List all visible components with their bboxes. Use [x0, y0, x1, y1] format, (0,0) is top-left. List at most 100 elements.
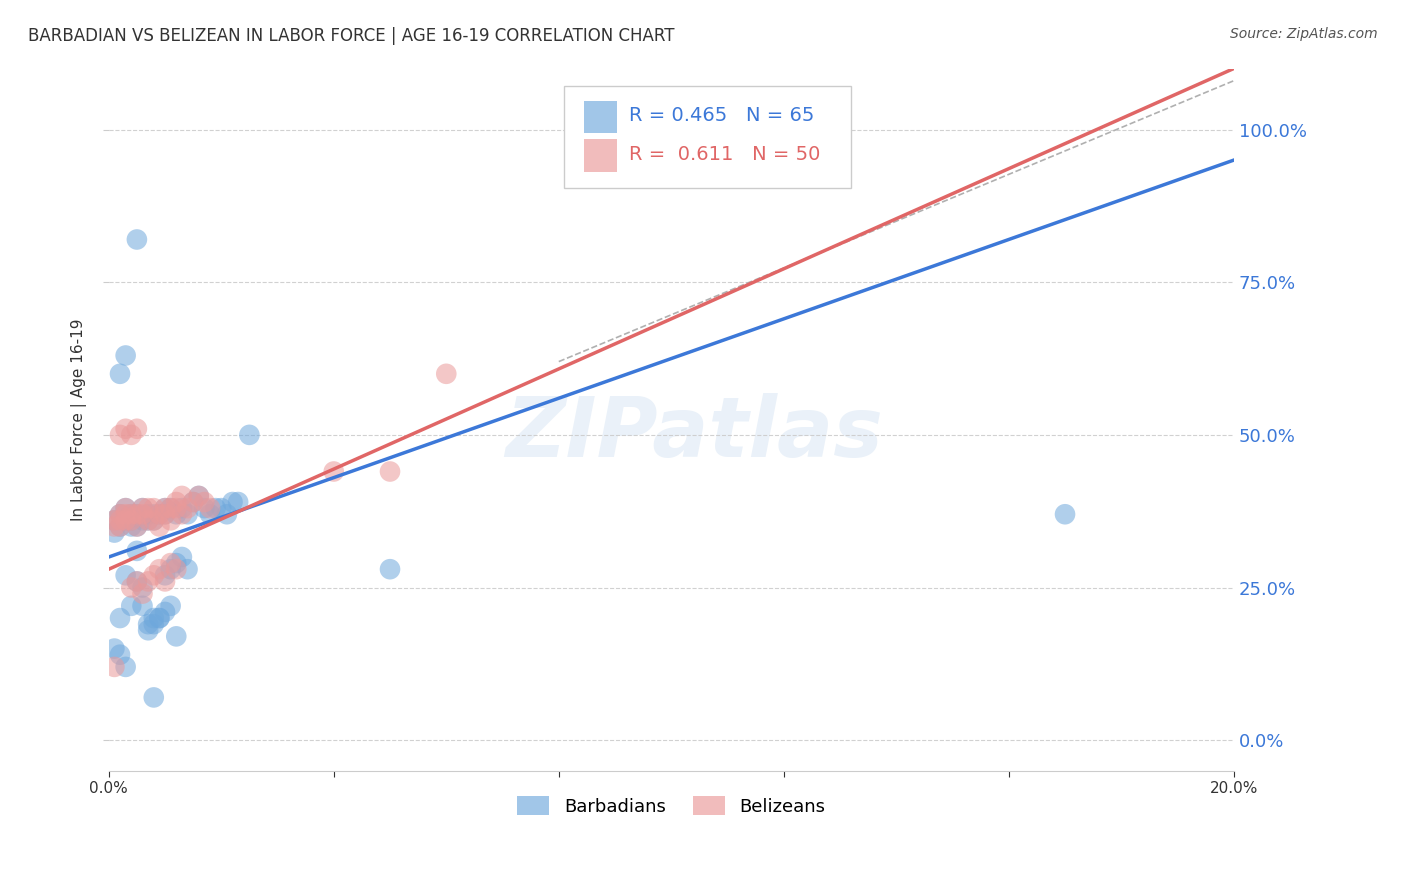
- Point: [108, 508, 131, 522]
- Point: [165, 501, 187, 516]
- FancyBboxPatch shape: [564, 86, 851, 188]
- Bar: [583, 101, 617, 133]
- Point: [136, 508, 159, 522]
- Point: [136, 501, 159, 516]
- Point: [142, 513, 165, 527]
- Point: [165, 508, 187, 522]
- Point: [114, 660, 136, 674]
- Point: [103, 513, 125, 527]
- Point: [114, 508, 136, 522]
- Point: [136, 574, 159, 589]
- Bar: [583, 139, 617, 172]
- Point: [170, 501, 193, 516]
- Point: [153, 574, 176, 589]
- Text: R =  0.611   N = 50: R = 0.611 N = 50: [628, 145, 820, 164]
- Point: [108, 648, 131, 662]
- Point: [142, 513, 165, 527]
- Point: [125, 508, 148, 522]
- Point: [187, 489, 209, 503]
- Point: [170, 489, 193, 503]
- Point: [136, 617, 159, 632]
- Point: [165, 629, 187, 643]
- Point: [193, 501, 215, 516]
- Point: [108, 428, 131, 442]
- Point: [131, 501, 153, 516]
- Point: [215, 508, 238, 522]
- Point: [142, 611, 165, 625]
- Point: [114, 513, 136, 527]
- Point: [148, 508, 170, 522]
- Point: [159, 562, 181, 576]
- Point: [114, 349, 136, 363]
- Point: [125, 508, 148, 522]
- Point: [198, 501, 221, 516]
- Point: [120, 508, 142, 522]
- Point: [148, 611, 170, 625]
- Point: [131, 508, 153, 522]
- Y-axis label: In Labor Force | Age 16-19: In Labor Force | Age 16-19: [72, 318, 87, 521]
- Point: [378, 465, 401, 479]
- Point: [159, 501, 181, 516]
- Point: [142, 501, 165, 516]
- Point: [125, 519, 148, 533]
- Point: [159, 556, 181, 570]
- Point: [108, 519, 131, 533]
- Point: [142, 568, 165, 582]
- Point: [120, 519, 142, 533]
- Point: [153, 605, 176, 619]
- Point: [131, 586, 153, 600]
- Point: [148, 562, 170, 576]
- Point: [322, 465, 344, 479]
- Point: [131, 513, 153, 527]
- Point: [1053, 508, 1076, 522]
- Point: [153, 501, 176, 516]
- Point: [108, 513, 131, 527]
- Point: [193, 495, 215, 509]
- Point: [125, 544, 148, 558]
- Point: [120, 508, 142, 522]
- Point: [120, 513, 142, 527]
- Point: [148, 508, 170, 522]
- Point: [198, 508, 221, 522]
- Point: [103, 525, 125, 540]
- Point: [114, 501, 136, 516]
- Point: [159, 599, 181, 613]
- Point: [125, 232, 148, 246]
- Point: [159, 501, 181, 516]
- Point: [114, 568, 136, 582]
- Point: [165, 495, 187, 509]
- Point: [136, 513, 159, 527]
- Text: R = 0.465   N = 65: R = 0.465 N = 65: [628, 106, 814, 125]
- Point: [226, 495, 249, 509]
- Point: [170, 508, 193, 522]
- Point: [153, 568, 176, 582]
- Point: [108, 611, 131, 625]
- Text: ZIPatlas: ZIPatlas: [505, 393, 883, 475]
- Point: [125, 574, 148, 589]
- Point: [187, 489, 209, 503]
- Point: [204, 501, 226, 516]
- Point: [165, 562, 187, 576]
- Point: [221, 495, 243, 509]
- Point: [378, 562, 401, 576]
- Point: [238, 428, 260, 442]
- Point: [181, 495, 204, 509]
- Point: [153, 501, 176, 516]
- Point: [108, 508, 131, 522]
- Point: [120, 581, 142, 595]
- Point: [176, 562, 198, 576]
- Point: [170, 549, 193, 564]
- Point: [125, 519, 148, 533]
- Point: [103, 660, 125, 674]
- Point: [181, 495, 204, 509]
- Point: [131, 501, 153, 516]
- Point: [148, 519, 170, 533]
- Point: [114, 501, 136, 516]
- Point: [120, 513, 142, 527]
- Legend: Barbadians, Belizeans: Barbadians, Belizeans: [508, 788, 835, 825]
- Point: [153, 508, 176, 522]
- Point: [131, 599, 153, 613]
- Point: [131, 581, 153, 595]
- Point: [136, 513, 159, 527]
- Point: [114, 422, 136, 436]
